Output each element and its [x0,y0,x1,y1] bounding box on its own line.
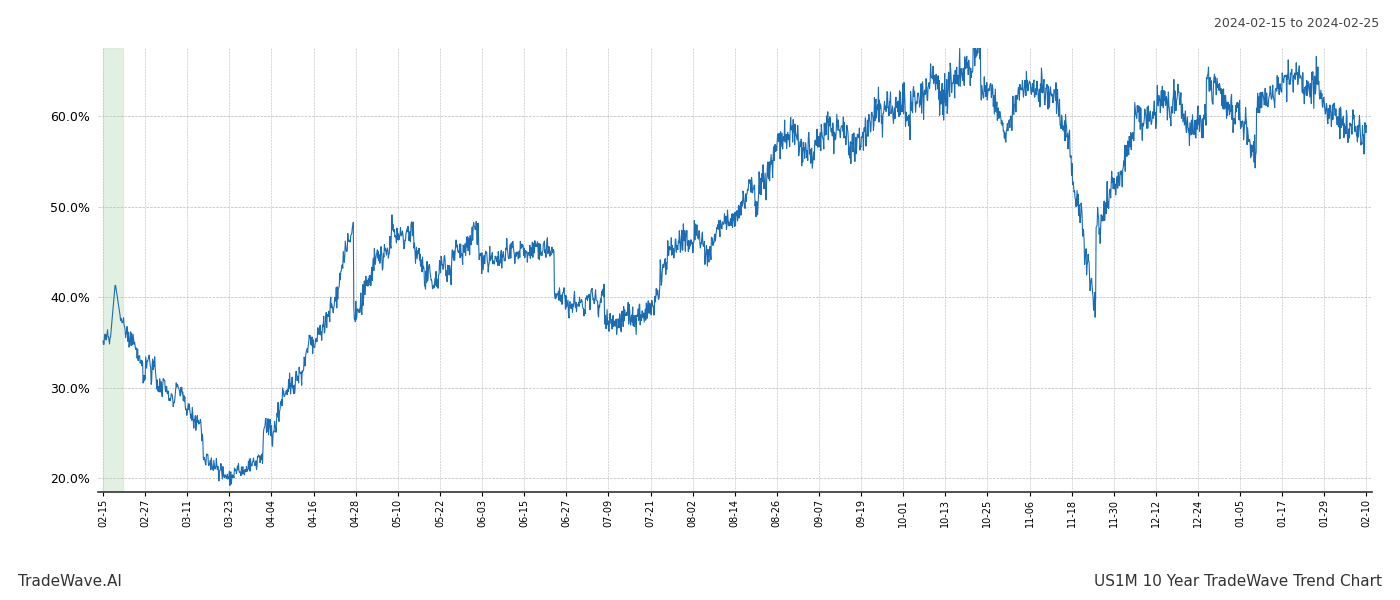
Text: US1M 10 Year TradeWave Trend Chart: US1M 10 Year TradeWave Trend Chart [1093,574,1382,589]
Bar [104,48,123,492]
Text: TradeWave.AI: TradeWave.AI [18,574,122,589]
Text: 2024-02-15 to 2024-02-25: 2024-02-15 to 2024-02-25 [1214,17,1379,30]
